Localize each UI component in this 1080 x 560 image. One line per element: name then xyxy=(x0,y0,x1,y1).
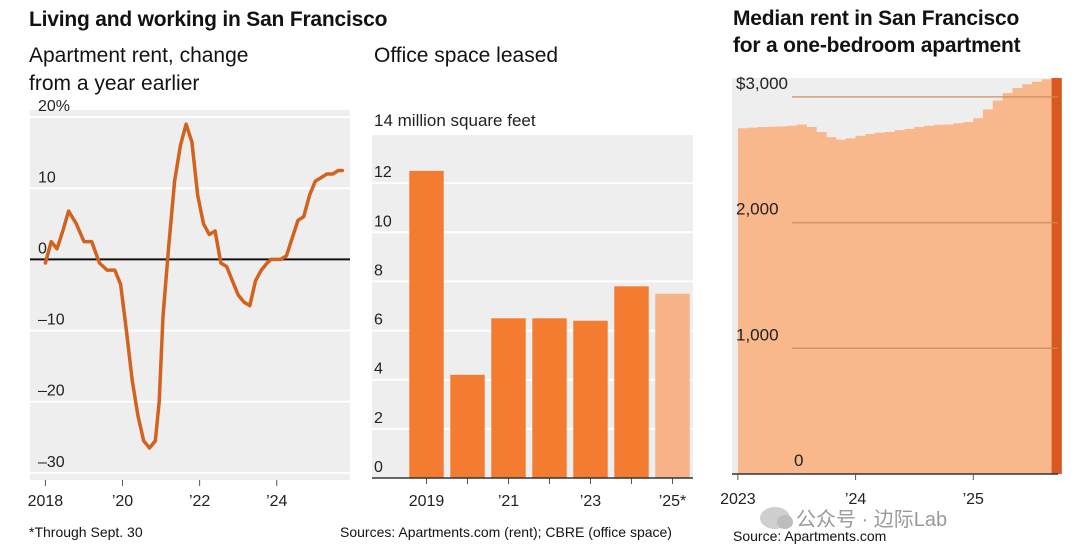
bar-2024 xyxy=(614,286,649,478)
bar-2025 xyxy=(655,293,690,478)
rent-bar xyxy=(894,130,905,474)
main-title: Living and working in San Francisco xyxy=(29,8,388,31)
rent-change-title: Apartment rent, change from a year earli… xyxy=(29,42,248,98)
rent-bar xyxy=(737,128,749,474)
rent-bar xyxy=(992,100,1003,474)
rent-bar xyxy=(963,122,974,474)
rent-bar xyxy=(767,126,778,474)
rent-bar xyxy=(1031,81,1043,475)
rent-bar xyxy=(747,127,758,475)
x-tick-label: ’23 xyxy=(580,493,601,510)
median-rent-title: Median rent in San Francisco for a one-b… xyxy=(733,5,1021,59)
plot-area xyxy=(30,110,350,480)
watermark-text: 公众号 · 边际Lab xyxy=(796,509,948,531)
y-tick-label: 0 xyxy=(38,240,47,257)
x-tick-label: ’21 xyxy=(498,493,519,510)
rent-change-line xyxy=(43,122,345,450)
sources-right: Source: Apartments.com xyxy=(733,528,887,544)
rent-bar xyxy=(904,128,915,474)
x-tick-label: ’20 xyxy=(112,493,133,510)
y-tick-label: 12 xyxy=(374,164,392,181)
rent-bar xyxy=(875,132,886,474)
y-tick-label: 6 xyxy=(374,312,383,329)
rent-bar xyxy=(777,126,788,475)
sources-left: Sources: Apartments.com (rent); CBRE (of… xyxy=(340,524,672,540)
rent-change-title-line2: from a year earlier xyxy=(29,72,200,95)
bar-2020 xyxy=(450,374,485,478)
x-tick-label: ’24 xyxy=(266,493,287,510)
rent-bar xyxy=(973,118,984,474)
watermark: 公众号 · 边际Lab xyxy=(760,503,947,532)
wechat-icon xyxy=(760,506,793,529)
rent-change-chart: 20% 10 0 –10 –20 –30 2018 ’20 ’22 ’24 xyxy=(28,100,350,510)
rent-bar xyxy=(1041,79,1052,474)
rent-change-title-line1: Apartment rent, change xyxy=(29,44,249,67)
rent-bar xyxy=(845,138,856,474)
y-tick-label: 8 xyxy=(374,262,383,279)
rent-bar xyxy=(796,124,807,474)
y-tick-label: –10 xyxy=(38,312,65,329)
rent-bar xyxy=(1051,78,1062,474)
y-tick-label: 0 xyxy=(374,459,383,476)
rent-bar xyxy=(826,137,837,474)
y-tick-label: 2,000 xyxy=(736,200,779,219)
office-title: Office space leased xyxy=(374,44,559,67)
bar-2023 xyxy=(573,320,608,478)
x-tick-label: 2019 xyxy=(409,493,445,510)
rent-bar xyxy=(982,109,994,474)
rent-bar xyxy=(835,139,847,474)
y-tick-label: 1,000 xyxy=(736,325,779,344)
y-tick-label: 20% xyxy=(38,100,70,115)
rent-bar xyxy=(914,127,925,475)
rent-bar xyxy=(943,124,954,474)
rent-bar xyxy=(786,125,798,474)
x-tick-label: 2023 xyxy=(720,491,756,508)
bar-2022 xyxy=(532,318,567,478)
rent-bar xyxy=(933,124,945,474)
median-rent-chart: $3,000 2,000 1,000 0 2023 ’24 ’25 xyxy=(720,74,1062,508)
y-tick-label: $3,000 xyxy=(736,74,788,93)
x-tick-label: ’25* xyxy=(659,493,687,510)
y-tick-label: 0 xyxy=(794,451,803,470)
bar-2021 xyxy=(491,318,526,478)
y-tick-label: –20 xyxy=(38,383,65,400)
y-tick-label: 10 xyxy=(374,213,392,230)
rent-bar xyxy=(816,132,827,475)
rent-bar xyxy=(865,133,876,474)
office-space-chart: 14 million square feet 2019 ’21 ’23 ’25* 12 10… xyxy=(372,111,693,510)
x-tick-label: ’22 xyxy=(189,493,210,510)
footnote: *Through Sept. 30 xyxy=(29,524,143,540)
y-tick-label: 10 xyxy=(38,169,56,186)
x-tick-label: ’24 xyxy=(845,491,866,508)
rent-bar xyxy=(953,123,964,474)
y-tick-label: 4 xyxy=(374,361,383,378)
rent-bar xyxy=(884,132,896,475)
rent-bar xyxy=(1022,84,1033,475)
rent-bar xyxy=(924,125,935,474)
rent-bar xyxy=(1002,93,1013,474)
rent-bar xyxy=(757,127,768,475)
median-rent-title-line2: for a one-bedroom apartment xyxy=(733,34,1021,57)
y-axis-label: 14 million square feet xyxy=(374,111,536,130)
rent-bar xyxy=(1012,88,1023,475)
y-tick-label: 2 xyxy=(374,410,383,427)
x-tick-label: 2018 xyxy=(28,493,64,510)
bar-2019 xyxy=(409,170,444,478)
x-tick-label: ’25 xyxy=(963,491,984,508)
rent-bar xyxy=(806,127,817,475)
rent-bar xyxy=(855,135,866,474)
y-tick-label: –30 xyxy=(38,454,65,471)
median-rent-title-line1: Median rent in San Francisco xyxy=(733,7,1020,30)
